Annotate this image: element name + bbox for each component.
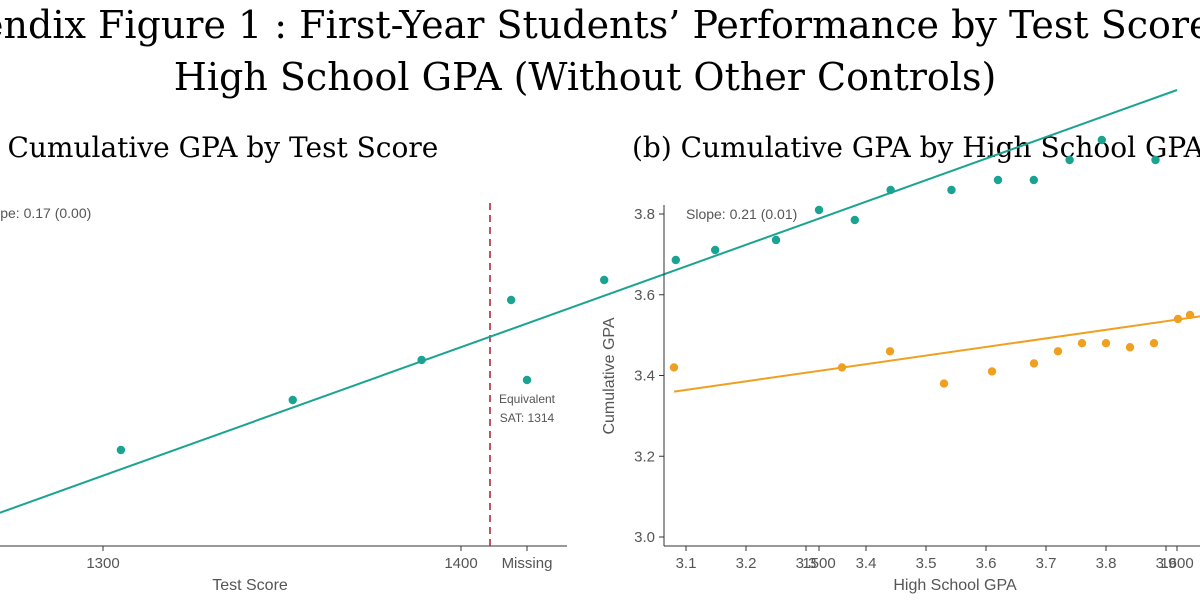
panel-b-marks (669, 310, 1200, 393)
panel-a-data-point (1097, 135, 1107, 145)
panel-b-data-point (837, 363, 847, 372)
panel-a-data-point (947, 185, 956, 195)
panel-a-missing-note-line2: SAT: 1314 (500, 411, 555, 425)
panel-b-data-point (885, 347, 895, 356)
panel-b-y-axis-label: Cumulative GPA (601, 317, 618, 434)
panel-b-data-point (1053, 347, 1063, 356)
panel-b-data-point (1149, 339, 1159, 348)
panel-a-data-point (1065, 155, 1074, 165)
panel-a-data-point (710, 245, 720, 255)
panel-a-data-point (417, 355, 426, 365)
panel-b-data-point (669, 363, 679, 372)
panel-b-x-tick-label: 3.1 (676, 555, 697, 572)
panel-a-x-tick-label: 1400 (444, 555, 477, 572)
panel-a-data-point (1029, 175, 1039, 185)
panel-b-axes (663, 205, 1200, 547)
panel-a-subtitle: (a) Cumulative GPA by Test Score (0, 131, 438, 164)
panel-b-y-tick-label: 3.8 (634, 206, 655, 223)
panel-a-data-point (814, 205, 824, 215)
panel-b-y-tick-label: 3.6 (634, 287, 655, 304)
panel-a-data-point (993, 175, 1003, 185)
panel-b-slope-annotation: Slope: 0.21 (0.01) (686, 206, 797, 222)
panel-b-ticks: 3.1 3.2 3.3 3.4 3.5 3.6 3.7 3.8 3.9 3.0 3.2 3.4 3.6 3… (634, 206, 1176, 572)
panel-a-missing-point (522, 375, 532, 385)
panel-a-data-point (850, 215, 859, 225)
panel-a-data-point (671, 255, 680, 265)
panel-b-x-tick-label: 3.5 (916, 555, 937, 572)
panel-b-data-point (939, 379, 949, 388)
panel-a-data-point (600, 275, 609, 285)
panel-a-missing-note-line1: Equivalent (499, 392, 556, 406)
panel-b-y-tick-label: 3.4 (634, 368, 655, 385)
panel-b-subtitle: (b) Cumulative GPA by High School GPA (632, 131, 1200, 164)
panel-b-data-point (1125, 343, 1135, 352)
panel-b-x-tick-label: 3.6 (976, 555, 997, 572)
panel-b-x-tick-label: 3.3 (796, 555, 817, 572)
panel-a-marks (0, 89, 1178, 514)
panel-b-data-point (1185, 310, 1195, 320)
panel-b-data-point (1077, 339, 1087, 348)
panel-a-data-point (288, 395, 297, 405)
panel-a-data-point (116, 445, 126, 455)
panel-a-x-axis-label: Test Score (212, 577, 288, 594)
panel-a-data-point (506, 295, 516, 305)
panel-a-x-ticks: 1300 1400 1500 1600 Missing (86, 546, 1194, 572)
panel-b-data-point (1101, 339, 1111, 348)
panel-b-y-tick-label: 3.0 (634, 529, 655, 546)
panel-a-slope-annotation: Slope: 0.17 (0.00) (0, 205, 91, 221)
panel-b-x-tick-label: 3.4 (856, 555, 877, 572)
panel-b-x-axis-label: High School GPA (893, 577, 1017, 594)
panel-a-data-point (771, 235, 781, 245)
panel-b-x-tick-label: 3.2 (736, 555, 757, 572)
panel-b-data-point (1173, 314, 1183, 324)
figure-title-line1: Appendix Figure 1 : First-Year Students’… (0, 3, 1200, 47)
panel-b-chart: 3.1 3.2 3.3 3.4 3.5 3.6 3.7 3.8 3.9 3.0 3.2 3.4 3.6 3… (601, 205, 1200, 594)
panel-a-x-tick-label: 1300 (86, 555, 119, 572)
panel-b-x-tick-label: 3.7 (1036, 555, 1057, 572)
panel-b-fit-line (673, 315, 1200, 393)
panel-a-x-tick-label-missing: Missing (502, 555, 553, 572)
figure-title-line2: High School GPA (Without Other Controls) (174, 55, 997, 99)
panel-a-x-tick-label: 1500 (802, 555, 835, 572)
panel-b-data-point (1029, 359, 1039, 368)
panel-b-y-tick-label: 3.2 (634, 448, 655, 465)
panel-b-data-point (987, 367, 997, 376)
panel-b-x-tick-label: 3.9 (1156, 555, 1177, 572)
panel-a-chart: 1300 1400 1500 1600 Missing Slope: 0.17 (0.0… (0, 89, 1194, 594)
panel-a-data-point (1151, 155, 1160, 165)
panel-a-x-tick-label: 1600 (1160, 555, 1193, 572)
panel-a-data-point (886, 185, 895, 195)
panel-b-x-tick-label: 3.8 (1096, 555, 1117, 572)
